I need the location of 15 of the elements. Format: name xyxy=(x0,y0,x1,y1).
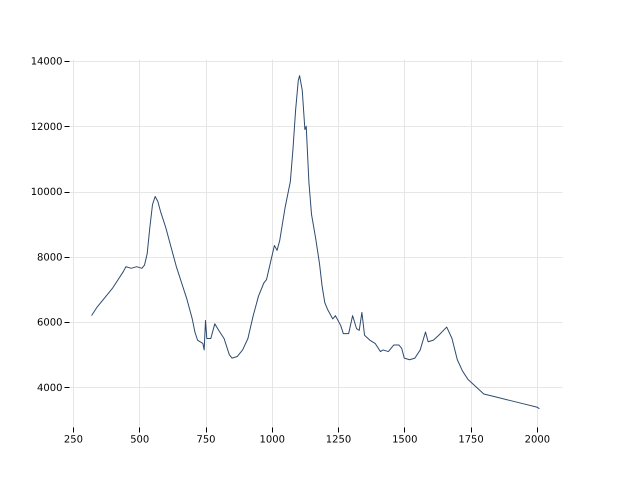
x-tick-label: 750 xyxy=(196,434,216,446)
y-tick-label: 6000 xyxy=(37,318,62,329)
x-tick-label: 2000 xyxy=(524,434,550,446)
x-tick-label: 1750 xyxy=(458,434,484,446)
y-tick-label: 14000 xyxy=(30,56,62,68)
x-tick-label: 500 xyxy=(130,434,150,446)
x-tick-label: 250 xyxy=(64,434,84,446)
y-tick-label: 12000 xyxy=(30,122,62,133)
x-tick-label: 1500 xyxy=(392,434,418,446)
x-tick-label: 1250 xyxy=(326,434,352,446)
y-tick-label: 4000 xyxy=(37,382,62,394)
y-tick-label: 10000 xyxy=(30,187,62,198)
x-tick-label: 1000 xyxy=(260,434,285,446)
line-series xyxy=(91,75,540,410)
y-tick-label: 8000 xyxy=(37,252,62,264)
